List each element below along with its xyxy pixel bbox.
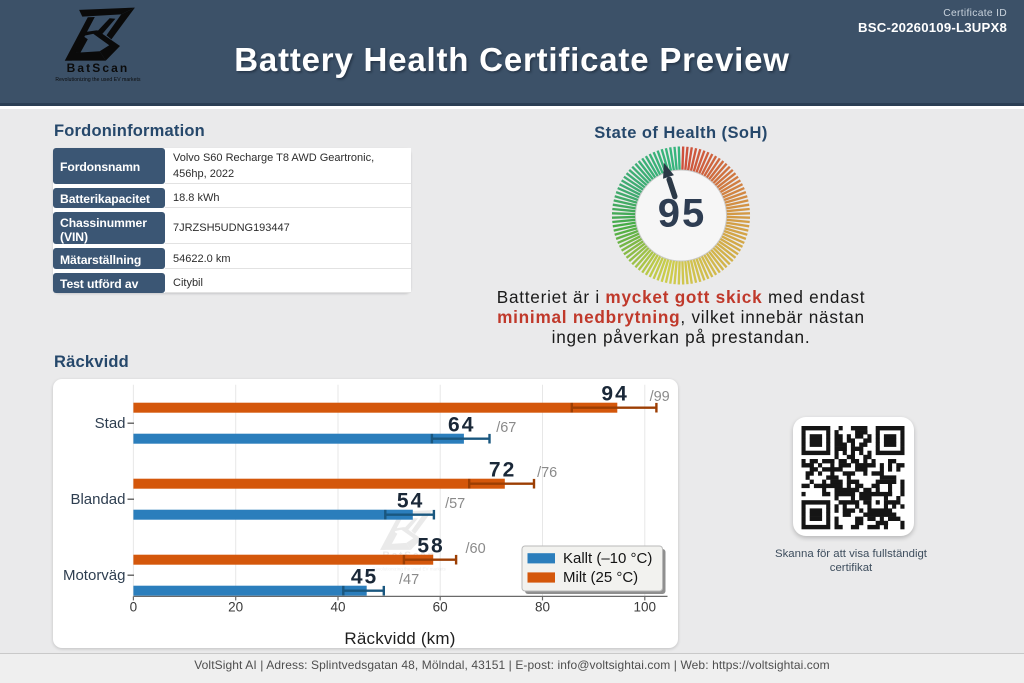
svg-text:94: 94 — [601, 383, 628, 406]
svg-text:/47: /47 — [399, 572, 419, 588]
svg-text:95: 95 — [658, 192, 707, 236]
svg-text:60: 60 — [433, 600, 448, 615]
svg-text:Milt (25 °C): Milt (25 °C) — [563, 569, 638, 586]
svg-text:/67: /67 — [496, 420, 516, 436]
svg-text:40: 40 — [330, 600, 345, 615]
svg-text:80: 80 — [535, 600, 550, 615]
svg-text:58: 58 — [417, 535, 444, 558]
svg-text:20: 20 — [228, 600, 243, 615]
svg-text:/57: /57 — [445, 496, 465, 512]
svg-text:Räckvidd (km): Räckvidd (km) — [344, 629, 455, 648]
svg-text:/99: /99 — [650, 389, 670, 405]
svg-text:Blandad: Blandad — [70, 491, 125, 508]
svg-text:Motorväg: Motorväg — [63, 567, 126, 584]
svg-text:72: 72 — [489, 459, 516, 482]
svg-text:Stad: Stad — [95, 415, 126, 432]
svg-text:/60: /60 — [466, 541, 486, 557]
svg-text:54: 54 — [397, 490, 424, 513]
svg-text:100: 100 — [634, 600, 657, 615]
svg-text:Kallt (–10 °C): Kallt (–10 °C) — [563, 550, 652, 567]
svg-text:64: 64 — [448, 414, 475, 437]
svg-text:0: 0 — [130, 600, 138, 615]
svg-text:/76: /76 — [537, 465, 557, 481]
svg-text:Revolutionizing the used EV ma: Revolutionizing the used EV markets — [372, 567, 446, 572]
svg-text:45: 45 — [351, 566, 378, 589]
